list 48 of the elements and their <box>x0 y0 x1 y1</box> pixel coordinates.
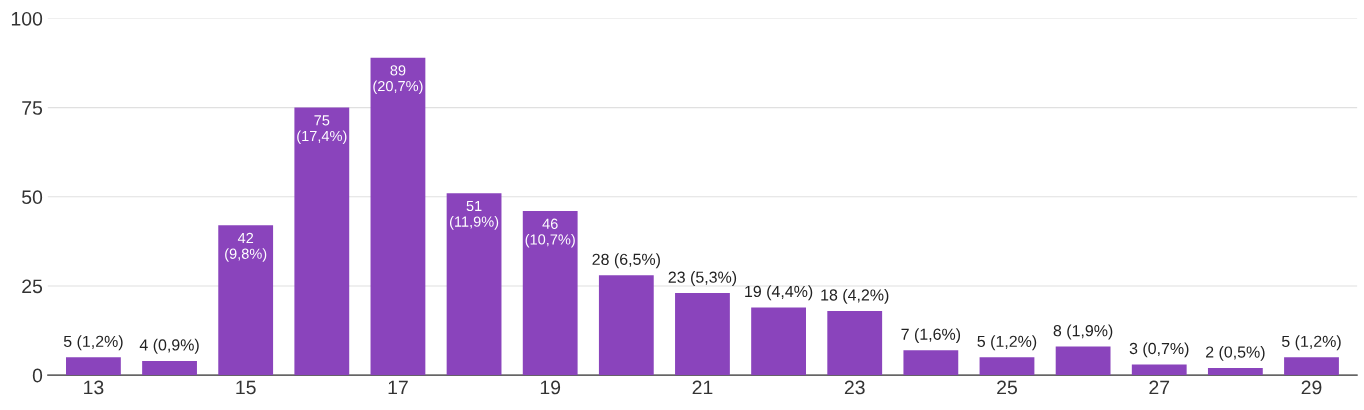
data-label: 8 (1,9%) <box>1053 324 1113 340</box>
x-tick-label: 13 <box>84 380 104 395</box>
data-label: 19 (4,4%) <box>745 285 813 301</box>
data-label: 2 (0,5%) <box>1206 345 1265 361</box>
bar <box>294 107 350 376</box>
data-label: 28 (6,5%) <box>592 253 660 269</box>
x-tick-label: 17 <box>388 380 408 395</box>
y-tick-label: 50 <box>22 190 43 205</box>
bar <box>142 360 197 376</box>
bar <box>1055 346 1111 376</box>
bar <box>1207 368 1263 376</box>
bar <box>1131 364 1187 376</box>
data-label: 89 (20,7%) <box>373 65 423 95</box>
y-tick-label: 100 <box>11 11 43 26</box>
data-label: 75 (17,4%) <box>297 115 347 145</box>
data-label: 23 (5,3%) <box>668 271 737 286</box>
x-tick-label: 23 <box>844 380 865 395</box>
x-tick-label: 27 <box>1149 380 1170 395</box>
bar <box>522 211 578 376</box>
y-tick-label: 75 <box>22 101 43 115</box>
data-label: 7 (1,6%) <box>901 328 961 344</box>
bar <box>751 307 806 376</box>
data-label: 4 (0,9%) <box>139 338 199 354</box>
x-tick-label: 19 <box>540 380 561 395</box>
x-tick-label: 25 <box>997 380 1017 395</box>
bar <box>675 293 730 376</box>
x-tick-label: 29 <box>1301 380 1322 395</box>
bar <box>979 357 1035 376</box>
bar <box>66 357 121 376</box>
bar <box>446 193 502 376</box>
data-label: 5 (1,2%) <box>63 335 123 351</box>
data-label: 46 (10,7%) <box>525 218 575 248</box>
bar <box>827 310 883 376</box>
y-tick-label: 0 <box>32 368 43 383</box>
data-label: 42 (9,8%) <box>225 232 267 262</box>
data-label: 3 (0,7%) <box>1129 342 1189 358</box>
data-label: 18 (4,2%) <box>821 288 889 304</box>
bar <box>903 350 959 376</box>
x-tick-label: 15 <box>236 380 256 395</box>
bar <box>218 225 274 376</box>
bar <box>598 275 654 376</box>
bar <box>370 57 426 376</box>
data-label: 5 (1,2%) <box>977 335 1037 351</box>
x-tick-label: 21 <box>692 380 713 395</box>
y-tick-label: 25 <box>22 279 43 294</box>
data-label: 5 (1,2%) <box>1281 335 1341 351</box>
data-label: 51 (11,9%) <box>449 200 499 230</box>
bar <box>1284 357 1339 376</box>
